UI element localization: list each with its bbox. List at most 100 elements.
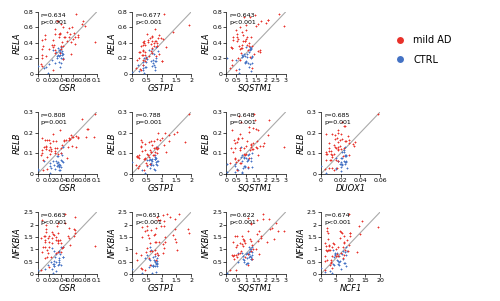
Point bbox=[148, 249, 156, 253]
Point bbox=[142, 268, 150, 272]
Point bbox=[48, 57, 56, 62]
Point bbox=[146, 140, 154, 144]
Y-axis label: NFKBIA: NFKBIA bbox=[296, 228, 306, 258]
Point bbox=[146, 157, 154, 161]
Point bbox=[42, 267, 50, 272]
Point bbox=[234, 135, 242, 140]
Point bbox=[156, 138, 164, 143]
Point bbox=[244, 216, 252, 220]
Point bbox=[52, 238, 60, 243]
Point bbox=[58, 53, 66, 58]
Point bbox=[332, 133, 340, 138]
Point bbox=[244, 49, 252, 54]
Point bbox=[249, 140, 257, 145]
Point bbox=[244, 263, 252, 268]
Point bbox=[243, 35, 251, 39]
Point bbox=[242, 45, 250, 50]
Point bbox=[52, 56, 60, 61]
Point bbox=[351, 140, 359, 144]
Point bbox=[138, 67, 146, 72]
Point bbox=[57, 245, 65, 250]
Point bbox=[242, 59, 250, 64]
Point bbox=[46, 144, 54, 149]
Point bbox=[244, 157, 252, 162]
Point bbox=[34, 267, 42, 272]
Point bbox=[340, 149, 348, 154]
Point bbox=[246, 55, 254, 60]
Y-axis label: RELA: RELA bbox=[202, 32, 211, 54]
Point bbox=[147, 139, 155, 144]
Point bbox=[252, 24, 260, 29]
Point bbox=[338, 149, 346, 154]
Point bbox=[332, 247, 340, 252]
Point bbox=[44, 71, 52, 76]
Point bbox=[322, 157, 330, 162]
Point bbox=[56, 48, 64, 53]
Point bbox=[147, 59, 155, 64]
Point bbox=[153, 163, 161, 168]
Point bbox=[42, 146, 50, 151]
Point bbox=[50, 43, 58, 48]
Point bbox=[322, 243, 330, 248]
Point bbox=[150, 258, 158, 263]
Point bbox=[232, 141, 239, 146]
Point bbox=[255, 229, 263, 234]
Point bbox=[46, 171, 54, 176]
Point bbox=[341, 144, 349, 149]
Text: r=0.648: r=0.648 bbox=[230, 113, 255, 118]
Point bbox=[133, 257, 141, 262]
Point bbox=[65, 137, 73, 142]
Point bbox=[321, 268, 329, 272]
Point bbox=[53, 54, 61, 59]
Y-axis label: RELB: RELB bbox=[108, 132, 116, 154]
Point bbox=[356, 232, 364, 237]
Point bbox=[60, 138, 68, 143]
Point bbox=[322, 171, 330, 176]
Point bbox=[268, 226, 276, 231]
Point bbox=[259, 144, 267, 149]
Point bbox=[56, 162, 64, 166]
Point bbox=[328, 254, 336, 259]
Point bbox=[330, 167, 338, 172]
Point bbox=[334, 128, 342, 132]
Point bbox=[143, 57, 151, 62]
Point bbox=[231, 155, 239, 160]
Point bbox=[142, 60, 150, 65]
Point bbox=[48, 241, 56, 246]
Point bbox=[334, 257, 342, 262]
Point bbox=[226, 146, 234, 150]
Point bbox=[233, 167, 241, 172]
Point bbox=[150, 231, 158, 236]
Point bbox=[339, 256, 347, 261]
Point bbox=[166, 215, 174, 219]
Point bbox=[45, 264, 53, 269]
Point bbox=[339, 153, 347, 158]
Point bbox=[320, 167, 328, 172]
Point bbox=[138, 235, 146, 240]
Point bbox=[336, 156, 344, 161]
Point bbox=[34, 167, 42, 172]
X-axis label: DUOX1: DUOX1 bbox=[336, 185, 366, 194]
Point bbox=[148, 143, 156, 148]
Point bbox=[50, 158, 58, 163]
Point bbox=[42, 138, 50, 142]
Point bbox=[247, 142, 255, 147]
Point bbox=[52, 146, 60, 150]
Point bbox=[58, 39, 66, 44]
Point bbox=[56, 55, 64, 60]
Point bbox=[245, 255, 253, 260]
Point bbox=[146, 165, 154, 170]
Point bbox=[55, 48, 63, 53]
Point bbox=[144, 233, 152, 237]
Point bbox=[333, 251, 341, 256]
Point bbox=[44, 236, 52, 240]
Point bbox=[140, 43, 148, 48]
Point bbox=[54, 239, 62, 244]
Point bbox=[52, 255, 60, 260]
Point bbox=[42, 143, 50, 148]
Point bbox=[40, 234, 48, 239]
Point bbox=[55, 32, 63, 36]
Point bbox=[245, 156, 253, 161]
Point bbox=[342, 253, 350, 258]
Point bbox=[150, 40, 158, 45]
